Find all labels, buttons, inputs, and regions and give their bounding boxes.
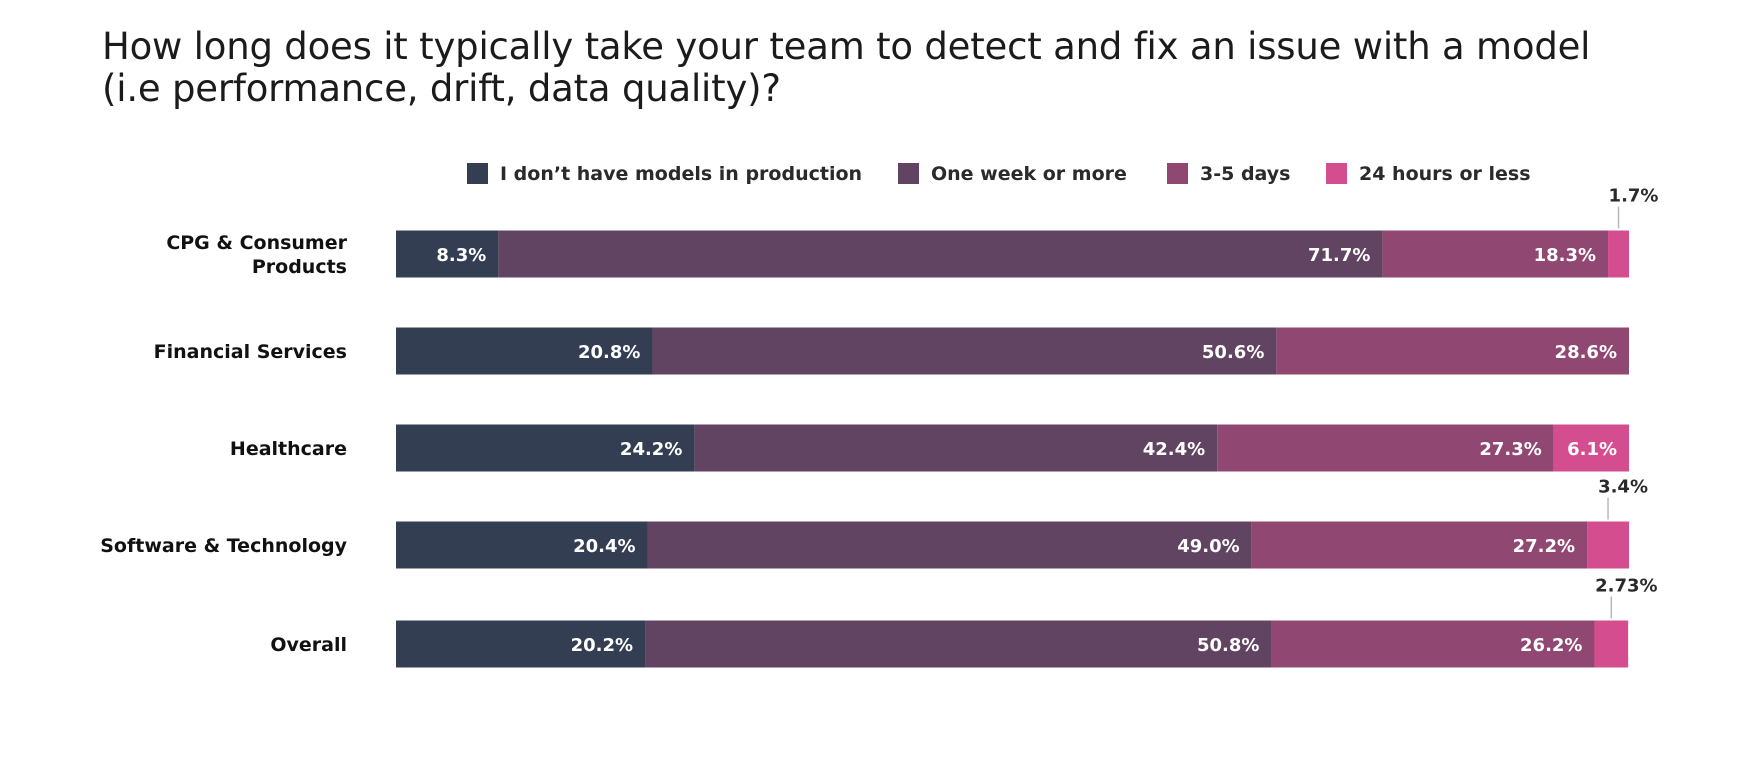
bar-segment: [1553, 424, 1629, 472]
bar-segment: [396, 424, 695, 472]
value-label: 20.2%: [571, 635, 633, 656]
value-label: 18.3%: [1534, 245, 1596, 266]
value-label: 28.6%: [1555, 342, 1617, 363]
value-label: 8.3%: [436, 245, 486, 266]
category-label: Software & Technology: [100, 535, 347, 557]
value-label: 50.8%: [1197, 635, 1259, 656]
value-label: 3.4%: [1598, 477, 1648, 498]
value-label: 71.7%: [1308, 245, 1370, 266]
bar-segment: [1587, 521, 1629, 569]
legend-swatch-24-hours-or-less: [1326, 163, 1347, 184]
value-label: 1.7%: [1609, 186, 1659, 207]
value-label: 27.2%: [1513, 536, 1575, 557]
bar-segment: [396, 230, 499, 278]
value-label: 20.4%: [573, 536, 635, 557]
legend-label-one-week-or-more: One week or more: [931, 163, 1127, 185]
bar-segment: [1271, 620, 1595, 668]
chart-title: How long does it typically take your tea…: [102, 26, 1590, 110]
bar-segment: [694, 424, 1218, 472]
category-label: Healthcare: [230, 438, 347, 460]
category-label: Overall: [270, 634, 347, 656]
value-label: 49.0%: [1177, 536, 1239, 557]
value-label: 24.2%: [620, 439, 682, 460]
bar-segment: [396, 620, 646, 668]
chart-title-line-1: How long does it typically take your tea…: [102, 25, 1591, 68]
value-labels: 8.3% 71.7% 18.3% 1.7% 20.8% 50.6% 28.6% 24.2% 42…: [436, 186, 1658, 657]
value-label: 6.1%: [1567, 439, 1617, 460]
bar-segment: [1608, 230, 1629, 278]
chart-title-line-2: (i.e performance, drift, data quality)?: [102, 67, 781, 110]
legend-swatch-3-5-days: [1167, 163, 1188, 184]
bars: [396, 230, 1629, 668]
bar-segment: [645, 620, 1272, 668]
legend-label-3-5-days: 3-5 days: [1200, 163, 1290, 185]
bar-segment: [396, 327, 653, 375]
bar-segment: [1217, 424, 1554, 472]
value-label: 2.73%: [1595, 576, 1657, 597]
bar-segment: [396, 521, 648, 569]
bar-segment: [652, 327, 1277, 375]
value-label: 26.2%: [1520, 635, 1582, 656]
legend-label-i-don-t-have-models-in-production: I don’t have models in production: [500, 163, 862, 185]
chart-legend: I don’t have models in production One wee…: [467, 163, 1531, 185]
category-label: CPG & Consumer: [166, 232, 347, 254]
bar-segment: [1594, 620, 1629, 668]
category-label: Products: [252, 256, 347, 278]
bar-segment: [647, 521, 1252, 569]
legend-label-24-hours-or-less: 24 hours or less: [1359, 163, 1531, 185]
value-label: 20.8%: [578, 342, 640, 363]
category-label: Financial Services: [154, 341, 347, 363]
value-label: 50.6%: [1202, 342, 1264, 363]
value-label: 42.4%: [1143, 439, 1205, 460]
legend-swatch-i-don-t-have-models-in-production: [467, 163, 488, 184]
bar-segment: [498, 230, 1383, 278]
bar-segment: [1276, 327, 1629, 375]
bar-segment: [1382, 230, 1609, 278]
legend-swatch-one-week-or-more: [898, 163, 919, 184]
bar-segment: [1251, 521, 1588, 569]
value-label: 27.3%: [1479, 439, 1541, 460]
